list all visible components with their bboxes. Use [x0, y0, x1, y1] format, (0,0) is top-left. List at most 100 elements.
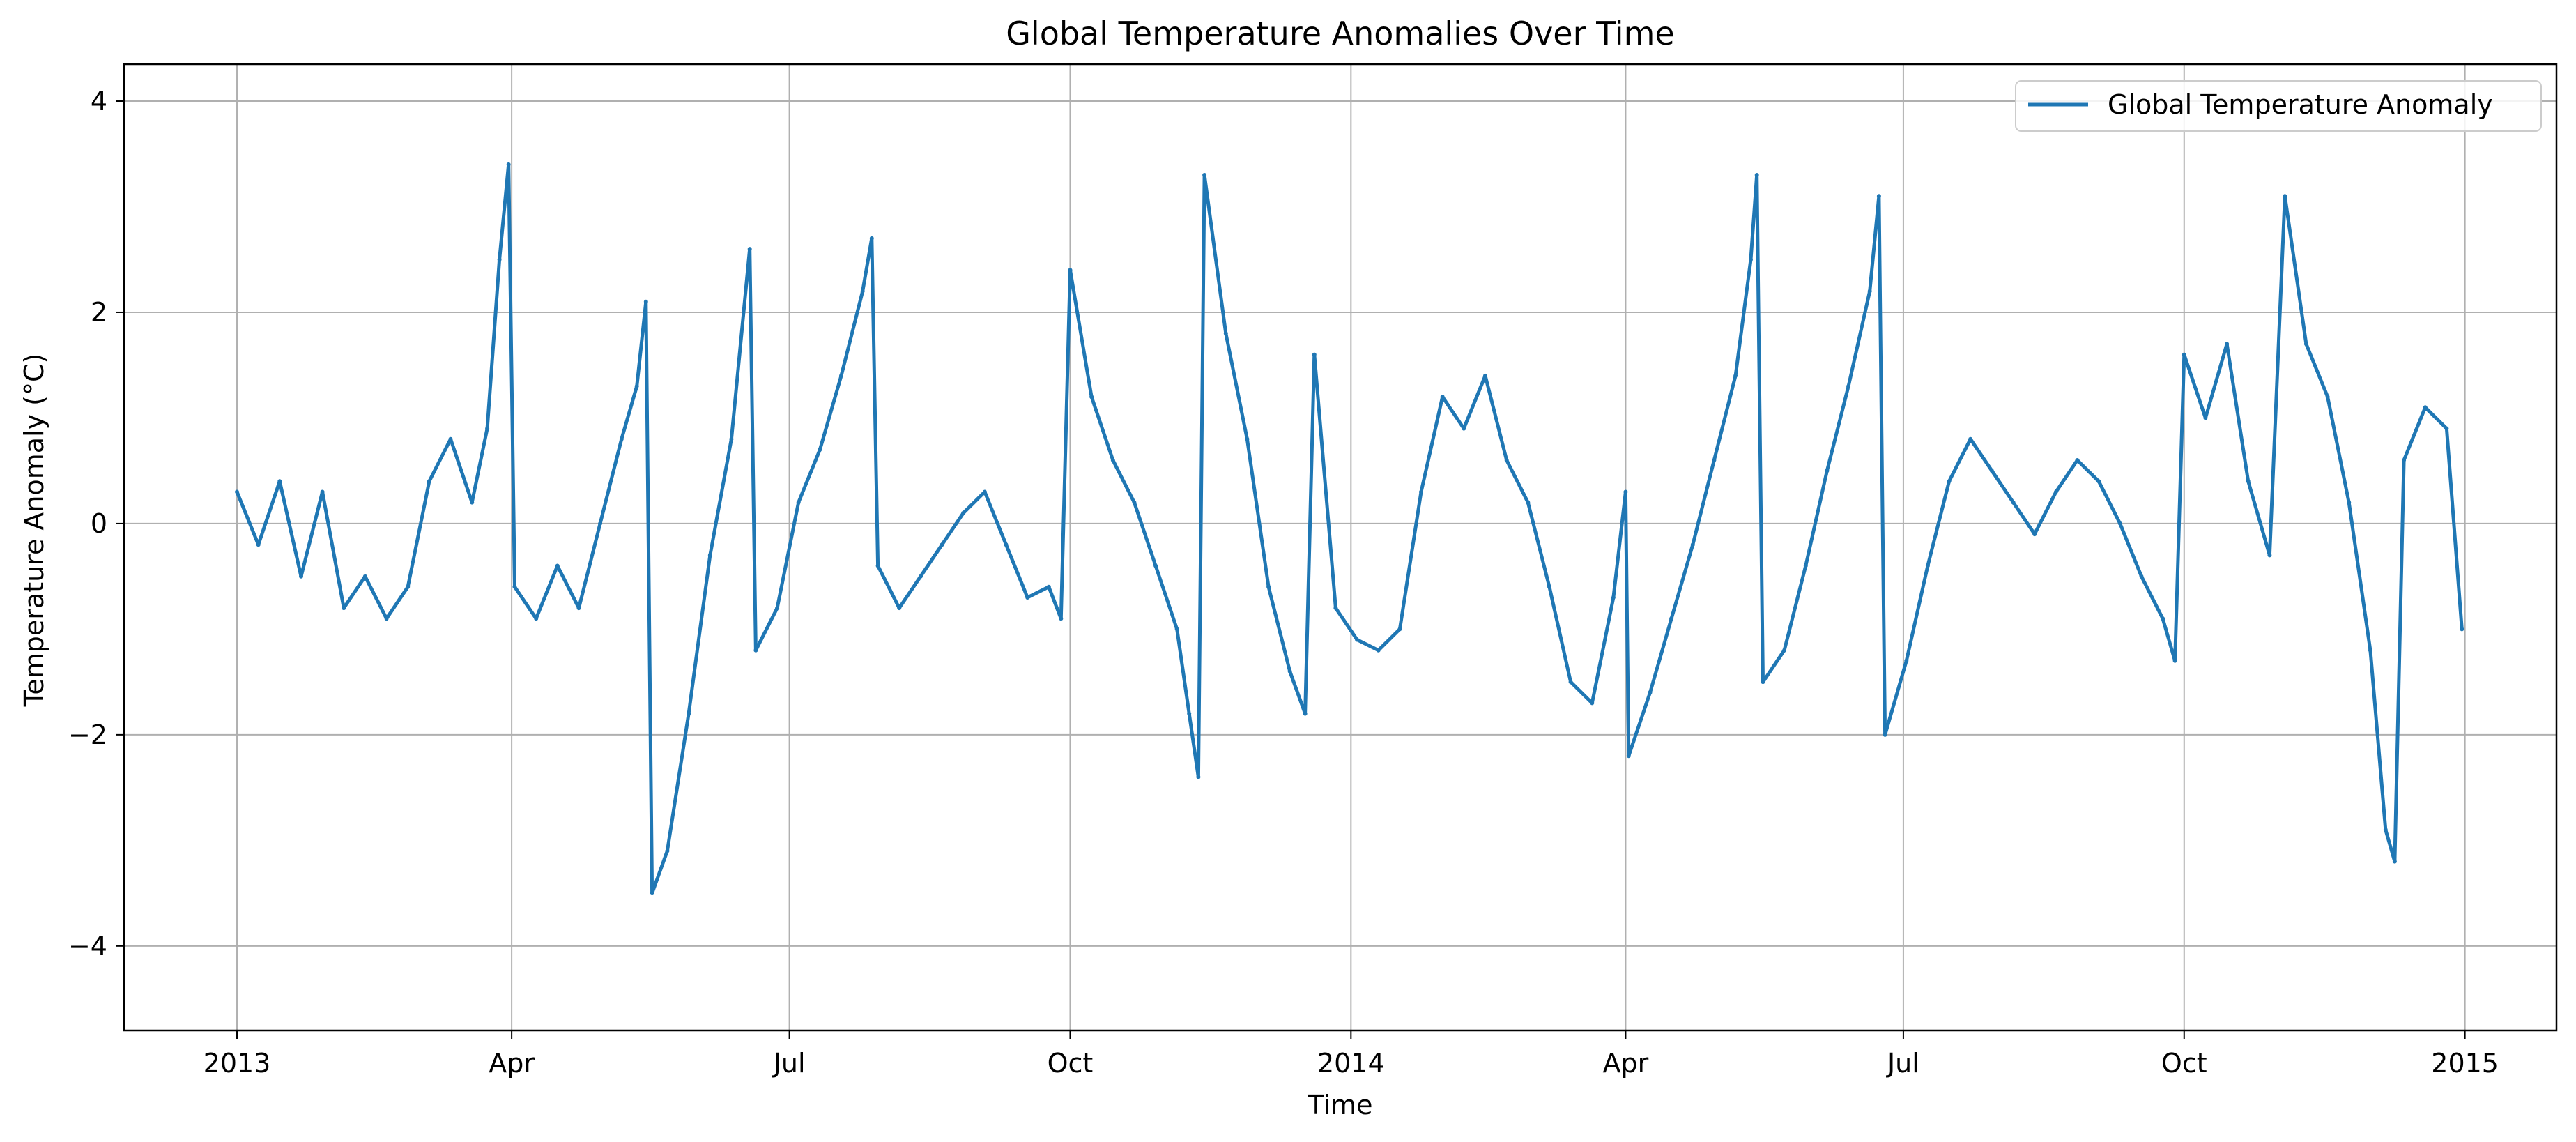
- x-tick-label: Apr: [489, 1048, 535, 1079]
- data-point: [1462, 426, 1466, 431]
- x-tick-label: 2013: [204, 1048, 271, 1079]
- data-point: [818, 447, 822, 452]
- x-tick-label: Oct: [2161, 1048, 2207, 1079]
- data-point: [1568, 680, 1573, 685]
- y-tick-label: −2: [68, 720, 107, 750]
- data-point: [2392, 859, 2397, 864]
- data-point: [687, 711, 691, 716]
- series-line: [235, 162, 2464, 895]
- data-point: [2303, 342, 2308, 347]
- data-point: [1690, 542, 1695, 547]
- data-point: [1245, 436, 1250, 441]
- data-point: [1846, 384, 1851, 388]
- data-point: [1483, 373, 1487, 378]
- data-point: [1153, 563, 1158, 568]
- x-axis-label: Time: [1308, 1090, 1373, 1120]
- data-point: [1876, 194, 1881, 199]
- x-tick-label: Jul: [772, 1048, 806, 1079]
- y-tick-label: 4: [91, 86, 107, 116]
- data-point: [897, 606, 902, 611]
- data-point: [665, 848, 670, 853]
- data-point: [2032, 532, 2037, 537]
- data-point: [1526, 500, 1531, 505]
- data-point: [1419, 489, 1423, 494]
- data-point: [485, 426, 490, 431]
- data-point: [2444, 426, 2449, 431]
- data-point: [1754, 173, 1759, 177]
- data-point: [940, 542, 944, 547]
- data-point: [384, 616, 389, 621]
- y-tick-label: −4: [68, 931, 107, 961]
- data-point: [497, 257, 502, 262]
- data-point: [342, 606, 346, 611]
- data-point: [427, 479, 431, 484]
- data-point: [1004, 542, 1009, 547]
- data-point: [2267, 553, 2272, 558]
- data-point: [775, 606, 780, 611]
- data-point: [1623, 489, 1628, 494]
- data-point: [362, 574, 367, 579]
- x-tick-label: 2014: [1317, 1048, 1385, 1079]
- data-point: [2383, 828, 2388, 832]
- data-point: [506, 162, 511, 167]
- data-point: [1046, 584, 1051, 589]
- x-tick-label: 2015: [2431, 1048, 2499, 1079]
- data-point: [1333, 606, 1338, 611]
- data-point: [2203, 416, 2208, 420]
- data-point: [2246, 479, 2251, 484]
- y-tick-label: 2: [91, 297, 107, 328]
- data-point: [406, 584, 411, 589]
- data-point: [729, 436, 734, 441]
- data-point: [747, 247, 752, 252]
- x-tick-label: Jul: [1886, 1048, 1919, 1079]
- data-point: [1712, 458, 1717, 462]
- data-point: [1376, 648, 1381, 653]
- data-point: [2283, 194, 2287, 199]
- data-point: [875, 563, 880, 568]
- x-tick-label: Oct: [1048, 1048, 1094, 1079]
- data-point: [1440, 395, 1445, 399]
- data-point: [2402, 458, 2407, 462]
- series-layer: [235, 162, 2464, 896]
- data-point: [2161, 616, 2165, 621]
- data-point: [2325, 395, 2330, 399]
- data-point: [1068, 268, 1073, 273]
- data-point: [961, 510, 966, 515]
- chart-title: Global Temperature Anomalies Over Time: [1006, 15, 1674, 52]
- data-point: [1867, 289, 1872, 294]
- data-point: [1110, 458, 1115, 462]
- data-point: [2053, 489, 2058, 494]
- data-point: [277, 479, 282, 484]
- y-axis-ticks: −4 −2 0 2 4: [68, 86, 124, 961]
- data-point: [982, 489, 987, 494]
- data-point: [839, 373, 843, 378]
- data-point: [2225, 342, 2230, 347]
- data-point: [1883, 732, 1887, 737]
- data-point: [1059, 616, 1064, 621]
- data-point: [2347, 500, 2352, 505]
- data-point: [1825, 469, 1830, 473]
- data-point: [1089, 395, 1094, 399]
- data-point: [1025, 595, 1030, 600]
- data-point: [2117, 521, 2122, 526]
- data-point: [634, 384, 639, 388]
- data-point: [1968, 436, 1973, 441]
- data-point: [555, 563, 560, 568]
- data-point: [1504, 458, 1509, 462]
- data-point: [2423, 405, 2428, 410]
- data-point: [256, 542, 261, 547]
- data-point: [1626, 754, 1631, 759]
- data-point: [1196, 775, 1201, 779]
- plot-area-frame: [123, 63, 2558, 1032]
- data-point: [1202, 173, 1207, 177]
- data-point: [1803, 563, 1808, 568]
- data-point: [1174, 627, 1179, 632]
- data-point: [2460, 627, 2464, 632]
- data-point: [1749, 257, 1753, 262]
- data-point: [2172, 658, 2177, 663]
- data-point: [1287, 669, 1292, 673]
- data-point: [2182, 352, 2186, 357]
- data-point: [1312, 352, 1317, 357]
- data-point: [1989, 469, 1994, 473]
